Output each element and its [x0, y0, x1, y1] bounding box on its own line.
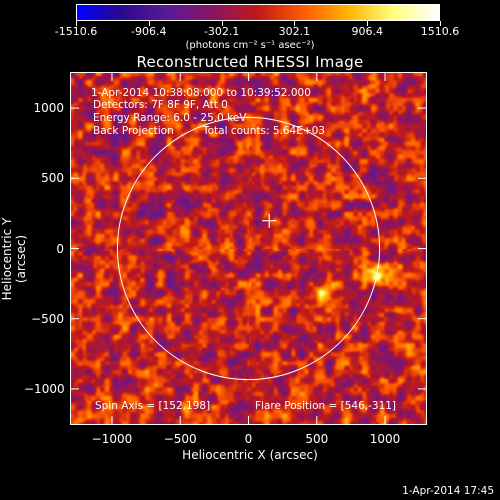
- y-tick-label: 500: [41, 171, 64, 186]
- y-tick-label: −500: [31, 311, 64, 326]
- colorbar-units: (photons cm⁻² s⁻¹ asec⁻²): [185, 40, 315, 51]
- colorbar-tick: [367, 21, 369, 26]
- colorbar: [76, 4, 440, 21]
- y-tick-label: 0: [56, 241, 64, 256]
- solar-limb-circle: [116, 116, 381, 381]
- colorbar-tick: [148, 21, 150, 26]
- colorbar-tick: [294, 21, 296, 26]
- x-tick-label: 500: [305, 432, 329, 446]
- energy-range-text: Energy Range: 6.0 - 25.0 keV: [93, 112, 247, 124]
- datestamp: 1-Apr-2014 17:45: [402, 485, 494, 497]
- time-range-text: 1-Apr-2014 10:38:08.000 to 10:39:52.000: [91, 87, 311, 99]
- x-tick-label: 0: [244, 432, 253, 446]
- y-axis-label: Heliocentric Y (arcsec): [0, 217, 28, 301]
- colorbar-tick: [221, 21, 223, 26]
- colorbar-tick-label: -906.4: [131, 25, 167, 38]
- y-tick-label: 1000: [33, 101, 64, 116]
- colorbar-tick: [76, 21, 77, 26]
- colorbar-tick: [440, 21, 441, 26]
- colorbar-tick-label: -1510.6: [54, 25, 98, 38]
- colorbar-tick-label: 1510.6: [420, 25, 460, 38]
- x-tick-label: 1000: [369, 432, 401, 446]
- flare-position-text: Flare Position = [546,-311]: [255, 400, 397, 412]
- x-tick-label: −1000: [91, 432, 133, 446]
- spin-axis-text: Spin Axis = [152,198]: [95, 400, 211, 412]
- total-counts-text: Total counts: 5.64E+03: [203, 125, 326, 137]
- method-text: Back Projection: [93, 125, 174, 137]
- colorbar-tick-label: 906.4: [351, 25, 383, 38]
- overlay: [116, 116, 381, 381]
- y-tick-label: −1000: [24, 381, 65, 396]
- detectors-text: Detectors: 7F 8F 9F, Att 0: [93, 99, 228, 111]
- colorbar-gradient: [77, 5, 439, 20]
- colorbar-tick-label: 302.1: [278, 25, 311, 38]
- x-tick-label: −500: [163, 432, 197, 446]
- spin-axis-marker: [262, 213, 277, 228]
- plot-title: Reconstructed RHESSI Image: [136, 53, 364, 71]
- colorbar-tick-label: -302.1: [203, 25, 240, 38]
- image-plot: 1-Apr-2014 10:38:08.000 to 10:39:52.000 …: [70, 72, 427, 425]
- heatmap-image: [71, 73, 426, 424]
- x-axis-label: Heliocentric X (arcsec): [182, 448, 318, 462]
